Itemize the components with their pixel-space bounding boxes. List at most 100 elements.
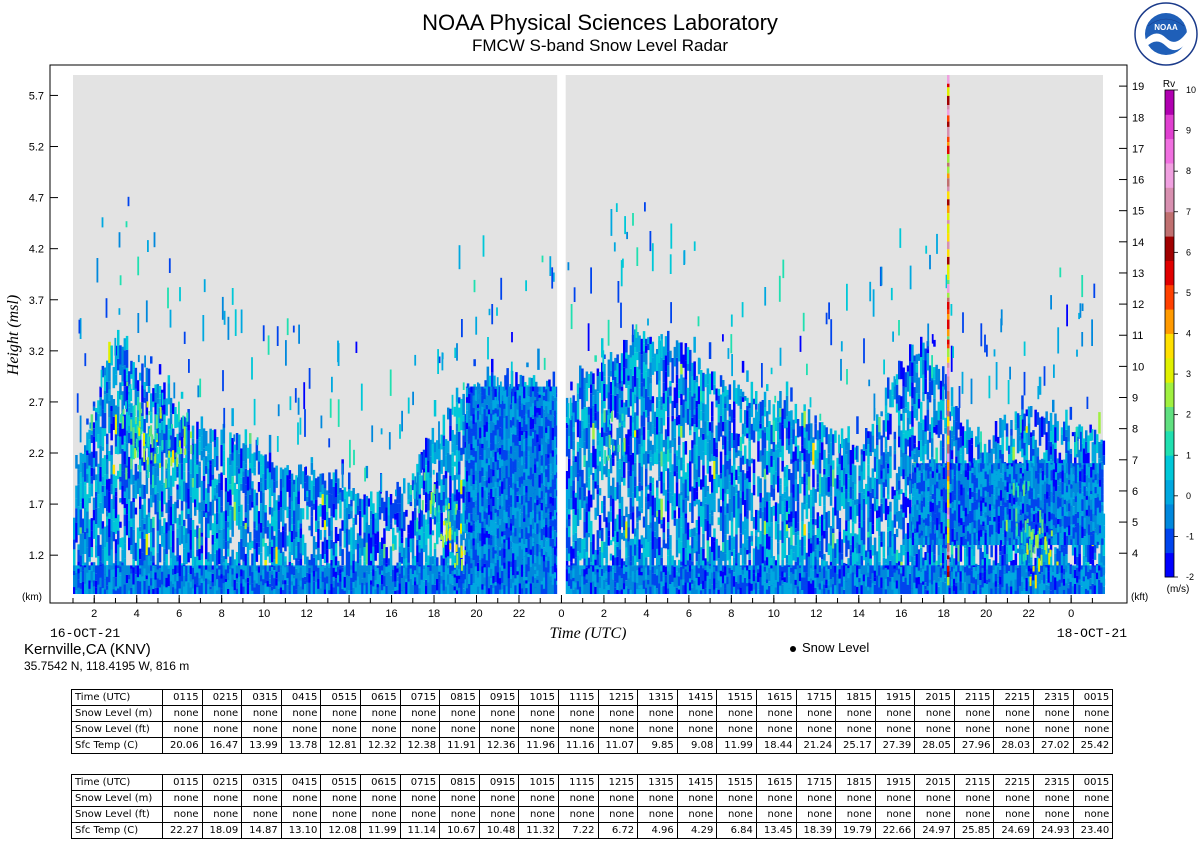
- table-cell: none: [280, 790, 322, 807]
- sparse-upper-echoes: [76, 196, 1096, 503]
- y-tick-label-km: 2.7: [29, 397, 44, 409]
- row-label: Sfc Temp (C): [71, 737, 163, 754]
- table-cell: 0415: [280, 689, 322, 706]
- table-cell: none: [755, 806, 797, 823]
- table-cell: none: [241, 806, 282, 823]
- table-cell: 28.05: [914, 737, 955, 754]
- table-cell: 0315: [241, 774, 282, 791]
- snow-level-legend-label: Snow Level: [802, 640, 870, 655]
- x-tick-label: 12: [810, 608, 822, 620]
- y-tick-label-kft: 19: [1132, 81, 1144, 93]
- table-cell: 2115: [953, 689, 995, 706]
- colorbar-tick-label: 3: [1186, 369, 1191, 379]
- table-cell: none: [320, 705, 361, 722]
- table-cell: none: [874, 705, 916, 722]
- table-cell: 1315: [637, 689, 678, 706]
- colorbar-tick-label: 6: [1186, 247, 1191, 257]
- x-axis: 2 4 6 8 10 12 14 16 18 20 22 0 2 4 6 8 10 12 14 16 18 20 22 0 Ti…: [50, 595, 1127, 640]
- snow-level-ft-row: Snow Level (ft) none none none none none none n…: [71, 806, 1114, 823]
- table-cell: none: [637, 721, 678, 738]
- y-tick-label-kft: 12: [1132, 299, 1144, 311]
- table-cell: none: [557, 806, 599, 823]
- table-cell: none: [1033, 790, 1074, 807]
- table-cell: none: [557, 790, 599, 807]
- table-cell: none: [914, 721, 955, 738]
- colorbar-segment: [1165, 260, 1174, 286]
- colorbar-segment: [1165, 357, 1174, 383]
- table-cell: 24.93: [1033, 822, 1074, 839]
- table-cell: none: [399, 806, 441, 823]
- table-cell: none: [439, 790, 480, 807]
- table-cell: 14.87: [241, 822, 282, 839]
- table-cell: none: [557, 721, 599, 738]
- table-cell: 18.44: [755, 737, 797, 754]
- table-cell: none: [874, 790, 916, 807]
- x-tick-label: 22: [513, 608, 525, 620]
- colorbar-segment: [1165, 455, 1174, 481]
- table-cell: none: [835, 806, 876, 823]
- table-cell: none: [993, 721, 1035, 738]
- y-axis-label: Height (msl): [5, 295, 22, 376]
- table-cell: 4.96: [637, 822, 678, 839]
- y-tick-label-kft: 9: [1132, 393, 1138, 405]
- table-cell: none: [320, 721, 361, 738]
- table-cell: none: [676, 721, 718, 738]
- table-cell: 1415: [676, 689, 718, 706]
- table-cell: none: [1033, 806, 1074, 823]
- table-cell: 1615: [755, 689, 797, 706]
- x-tick-label: 6: [686, 608, 692, 620]
- table-cell: 0215: [201, 774, 243, 791]
- y-axis-km: 1.2 1.7 2.2 2.7 3.2 3.7 4.2 4.7 5.2 5.7 (km): [22, 90, 58, 603]
- snow-level-ft-row: Snow Level (ft) none none none none none none n…: [71, 721, 1114, 738]
- table-cell: none: [795, 806, 837, 823]
- table-cell: 13.99: [241, 737, 282, 754]
- table-cell: 0415: [280, 774, 322, 791]
- table-cell: 1115: [557, 774, 599, 791]
- y-tick-label-kft: 13: [1132, 268, 1144, 280]
- table-cell: 11.96: [518, 737, 559, 754]
- colorbar-tick-label: 1: [1186, 450, 1191, 460]
- table-cell: 1315: [637, 774, 678, 791]
- x-tick-label: 22: [1023, 608, 1035, 620]
- table-cell: none: [241, 790, 282, 807]
- table-cell: 11.14: [399, 822, 441, 839]
- page-subtitle: FMCW S-band Snow Level Radar: [471, 36, 729, 55]
- x-tick-label: 20: [980, 608, 992, 620]
- colorbar-segment: [1165, 211, 1174, 237]
- x-tick-label: 10: [258, 608, 270, 620]
- table-cell: none: [716, 721, 757, 738]
- y-tick-label-km: 3.7: [29, 295, 44, 307]
- y-tick-label-kft: 14: [1132, 237, 1144, 249]
- data-table-1: Time (UTC) 0115 0215 0315 0415 0515 0615 0715 08…: [71, 689, 1114, 754]
- table-cell: none: [399, 721, 441, 738]
- table-cell: none: [359, 790, 401, 807]
- table-cell: none: [835, 721, 876, 738]
- colorbar-segment: [1165, 114, 1174, 140]
- y-tick-label-km: 1.7: [29, 499, 44, 511]
- colorbar-segment: [1165, 382, 1174, 407]
- table-cell: 11.91: [439, 737, 480, 754]
- table-cell: none: [201, 705, 243, 722]
- table-cell: none: [914, 705, 955, 722]
- colorbar-segment: [1165, 236, 1174, 261]
- table-cell: none: [597, 806, 639, 823]
- table-cell: 0615: [359, 689, 401, 706]
- table-cell: none: [518, 790, 559, 807]
- colorbar-tick-label: 4: [1186, 329, 1191, 339]
- table-cell: none: [478, 790, 520, 807]
- snow-level-m-row: Snow Level (m) none none none none none none no…: [71, 790, 1114, 807]
- colorbar-segment: [1165, 163, 1174, 188]
- table-cell: 1115: [557, 689, 599, 706]
- table-cell: none: [597, 705, 639, 722]
- table-cell: none: [716, 806, 757, 823]
- y-tick-label-km: 1.2: [29, 550, 44, 562]
- table-cell: none: [597, 790, 639, 807]
- table-cell: 6.84: [716, 822, 757, 839]
- table-cell: none: [953, 705, 995, 722]
- table-cell: 13.45: [755, 822, 797, 839]
- noaa-logo: NOAA: [1134, 2, 1198, 66]
- table-cell: none: [835, 790, 876, 807]
- table-cell: 0915: [478, 774, 520, 791]
- row-label: Time (UTC): [71, 774, 163, 791]
- table-cell: none: [637, 806, 678, 823]
